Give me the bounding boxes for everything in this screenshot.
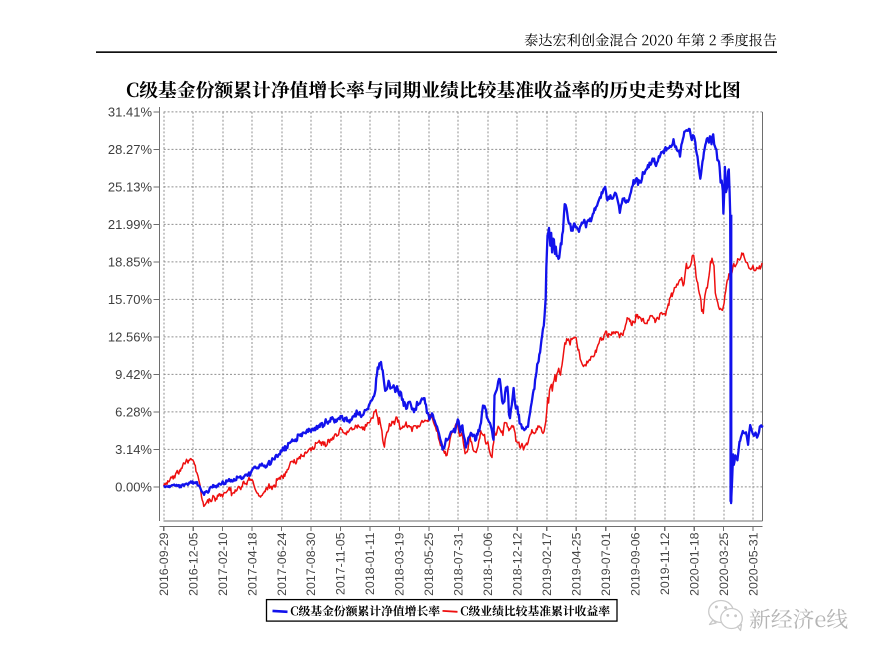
svg-text:2016-09-29: 2016-09-29	[157, 532, 171, 595]
svg-text:2019-07-01: 2019-07-01	[599, 532, 613, 595]
svg-text:2018-05-25: 2018-05-25	[422, 532, 436, 595]
svg-text:2018-07-31: 2018-07-31	[452, 532, 466, 595]
svg-text:21.99%: 21.99%	[108, 217, 153, 232]
svg-text:2018-10-06: 2018-10-06	[481, 532, 495, 595]
svg-text:18.85%: 18.85%	[108, 254, 153, 269]
svg-text:2017-11-05: 2017-11-05	[334, 532, 348, 595]
svg-text:2019-02-17: 2019-02-17	[540, 532, 554, 595]
svg-text:2018-01-11: 2018-01-11	[363, 532, 377, 595]
svg-text:2018-03-19: 2018-03-19	[393, 532, 407, 595]
svg-text:15.70%: 15.70%	[108, 292, 153, 307]
svg-text:2020-05-31: 2020-05-31	[746, 532, 760, 595]
svg-text:12.56%: 12.56%	[108, 329, 153, 344]
svg-text:2017-02-10: 2017-02-10	[216, 532, 230, 595]
svg-text:2019-04-25: 2019-04-25	[570, 532, 584, 595]
svg-text:2017-08-30: 2017-08-30	[304, 532, 318, 595]
svg-text:2018-12-12: 2018-12-12	[511, 532, 525, 595]
svg-text:2019-09-06: 2019-09-06	[628, 532, 642, 595]
svg-text:2020-01-18: 2020-01-18	[687, 532, 701, 595]
svg-text:3.14%: 3.14%	[115, 442, 152, 457]
svg-text:2017-04-18: 2017-04-18	[245, 532, 259, 595]
svg-text:31.41%: 31.41%	[108, 104, 153, 119]
svg-text:25.13%: 25.13%	[108, 179, 153, 194]
svg-text:2019-11-12: 2019-11-12	[658, 532, 672, 595]
svg-text:28.27%: 28.27%	[108, 142, 153, 157]
svg-text:2016-12-05: 2016-12-05	[186, 532, 200, 595]
svg-text:2020-03-25: 2020-03-25	[717, 532, 731, 595]
svg-text:6.28%: 6.28%	[115, 404, 152, 419]
svg-text:9.42%: 9.42%	[115, 367, 152, 382]
svg-text:0.00%: 0.00%	[115, 479, 152, 494]
svg-text:2017-06-24: 2017-06-24	[275, 532, 289, 595]
